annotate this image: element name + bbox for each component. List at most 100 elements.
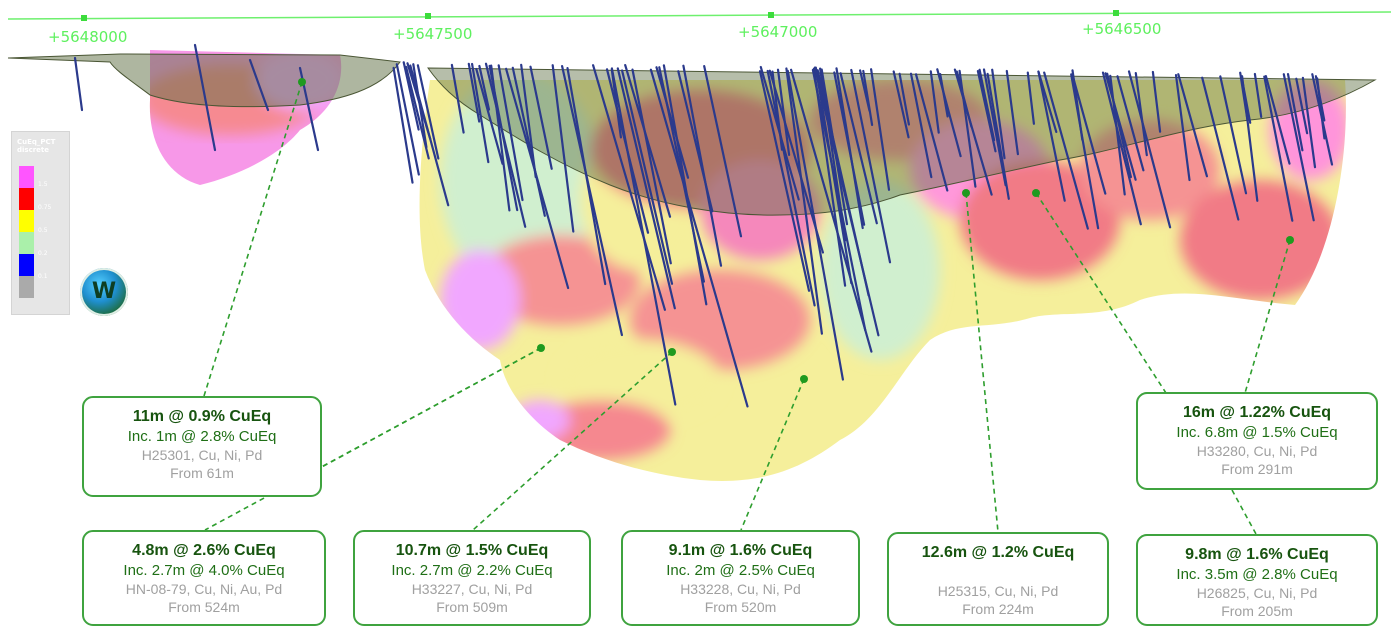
drill-hole-trace: [914, 73, 949, 192]
callout-headline: 12.6m @ 1.2% CuEq: [921, 544, 1075, 561]
drill-hole-trace: [1070, 73, 1100, 230]
grid-tick: [1113, 10, 1119, 16]
intercept-callout: 4.8m @ 2.6% CuEq Inc. 2.7m @ 4.0% CuEq H…: [82, 530, 326, 626]
drill-hole-trace: [616, 67, 676, 310]
drill-hole-trace: [193, 43, 217, 152]
northing-grid: +5648000 +5647500 +5647000 +5646500: [7, 10, 1391, 46]
callout-hole: HN-08-79, Cu, Ni, Au, Pd: [125, 581, 283, 597]
callout-headline: 9.8m @ 1.6% CuEq: [1185, 546, 1329, 563]
drill-hole-trace: [785, 67, 824, 335]
callout-headline: 10.7m @ 1.5% CuEq: [395, 542, 549, 559]
drill-hole-trace: [467, 62, 481, 123]
drill-hole-trace: [1116, 75, 1145, 172]
callout-hole: H33227, Cu, Ni, Pd: [411, 581, 533, 597]
intercept-callout: 9.8m @ 1.6% CuEq Inc. 3.5m @ 2.8% CuEq H…: [1136, 534, 1378, 626]
drill-hole-trace: [766, 69, 816, 307]
callout-from: From 291m: [1221, 461, 1293, 477]
callout-headline: 11m @ 0.9% CuEq: [132, 408, 272, 425]
drill-hole-trace: [776, 68, 791, 156]
drill-hole-trace: [811, 68, 867, 332]
drill-hole-trace: [898, 72, 911, 126]
drill-hole-trace: [1219, 75, 1248, 195]
drill-hole-trace: [395, 63, 420, 176]
drill-hole-trace: [551, 64, 575, 233]
legend-swatch: [19, 276, 34, 298]
legend-swatch: [19, 188, 34, 210]
leader-line: [203, 81, 303, 397]
drill-hole-trace: [478, 64, 491, 111]
drill-hole-trace: [677, 70, 714, 213]
drill-hole-trace: [405, 65, 430, 160]
drill-hole-trace: [812, 67, 847, 287]
intercept-point: [800, 375, 808, 383]
callout-hole: H26825, Cu, Ni, Pd: [1196, 585, 1318, 601]
leader-line: [740, 378, 805, 531]
drill-hole-trace: [620, 69, 674, 285]
drill-hole-trace: [248, 58, 270, 112]
legend-swatch: [19, 166, 34, 188]
drill-hole-trace: [511, 66, 546, 217]
drill-hole-trace: [560, 64, 624, 337]
drill-hole-trace: [402, 61, 420, 131]
drill-hole-trace: [982, 68, 1007, 187]
leader-line: [1035, 192, 1167, 394]
callout-hole: H25315, Cu, Ni, Pd: [937, 583, 1059, 599]
drill-hole-trace: [416, 64, 440, 160]
drill-hole-trace: [768, 69, 825, 254]
drill-holes: [73, 43, 1334, 408]
drill-hole-trace: [1253, 72, 1263, 119]
drill-hole-trace: [833, 71, 866, 226]
drill-hole-trace: [591, 64, 667, 311]
callout-inclusion: Inc. 2m @ 2.5% CuEq: [666, 562, 815, 579]
drill-hole-trace: [758, 70, 811, 292]
intercept-points: [298, 78, 1294, 383]
drill-hole-trace: [475, 67, 504, 165]
drill-hole-trace: [958, 69, 977, 188]
intercept-point: [962, 189, 970, 197]
drill-hole-trace: [953, 68, 993, 196]
drill-hole-trace: [1071, 73, 1107, 195]
intercept-point: [1286, 236, 1294, 244]
drill-hole-trace: [1151, 70, 1162, 133]
legend-title-line: CuEq_PCT: [17, 138, 56, 146]
drill-hole-trace: [1316, 77, 1326, 140]
drill-hole-trace: [813, 66, 880, 337]
drill-hole-trace: [850, 68, 892, 264]
callout-hole: H33280, Cu, Ni, Pd: [1196, 443, 1318, 459]
callout-inclusion: Inc. 3.5m @ 2.8% CuEq: [1176, 566, 1338, 583]
drill-hole-trace: [814, 66, 853, 285]
drill-hole-trace: [450, 63, 465, 134]
callout-headline: 4.8m @ 2.6% CuEq: [132, 542, 276, 559]
callout-from: From 61m: [170, 465, 234, 481]
drill-hole-trace: [73, 56, 84, 112]
legend-value: 0.75: [38, 204, 52, 211]
leader-lines: [203, 81, 1291, 535]
legend-value: 0.1: [38, 273, 48, 280]
callout-from: From 520m: [704, 599, 777, 615]
callout-inclusion: Inc. 2.7m @ 2.2% CuEq: [391, 562, 553, 579]
callout-from: From 524m: [168, 599, 240, 615]
callout-inclusion: Inc. 1m @ 2.8% CuEq: [127, 428, 277, 445]
intercept-point: [298, 78, 306, 86]
drill-hole-trace: [631, 68, 672, 265]
drill-hole-trace: [869, 68, 891, 191]
drill-hole-trace: [789, 68, 873, 353]
grid-tick: [425, 13, 431, 19]
drill-hole-trace: [858, 69, 871, 112]
intercept-point: [668, 348, 676, 356]
callout-inclusion: Inc. 2.7m @ 4.0% CuEq: [123, 562, 285, 579]
callout-headline: 16m @ 1.22% CuEq: [1182, 404, 1332, 421]
drill-hole-trace: [662, 64, 708, 306]
drill-hole-trace: [703, 64, 743, 238]
drill-hole-trace: [1201, 76, 1240, 221]
w-logo-badge: W: [80, 268, 128, 316]
callout-hole: H33228, Cu, Ni, Pd: [680, 581, 801, 597]
intercept-point: [1032, 189, 1040, 197]
grid-label: +5647000: [738, 23, 817, 41]
leader-line: [965, 192, 999, 533]
drill-hole-trace: [978, 68, 996, 142]
drill-hole-trace: [1043, 71, 1089, 230]
legend-swatch: [19, 210, 34, 232]
intercept-callout: 10.7m @ 1.5% CuEq Inc. 2.7m @ 2.2% CuEq …: [353, 530, 591, 626]
drill-hole-trace: [1109, 74, 1126, 196]
